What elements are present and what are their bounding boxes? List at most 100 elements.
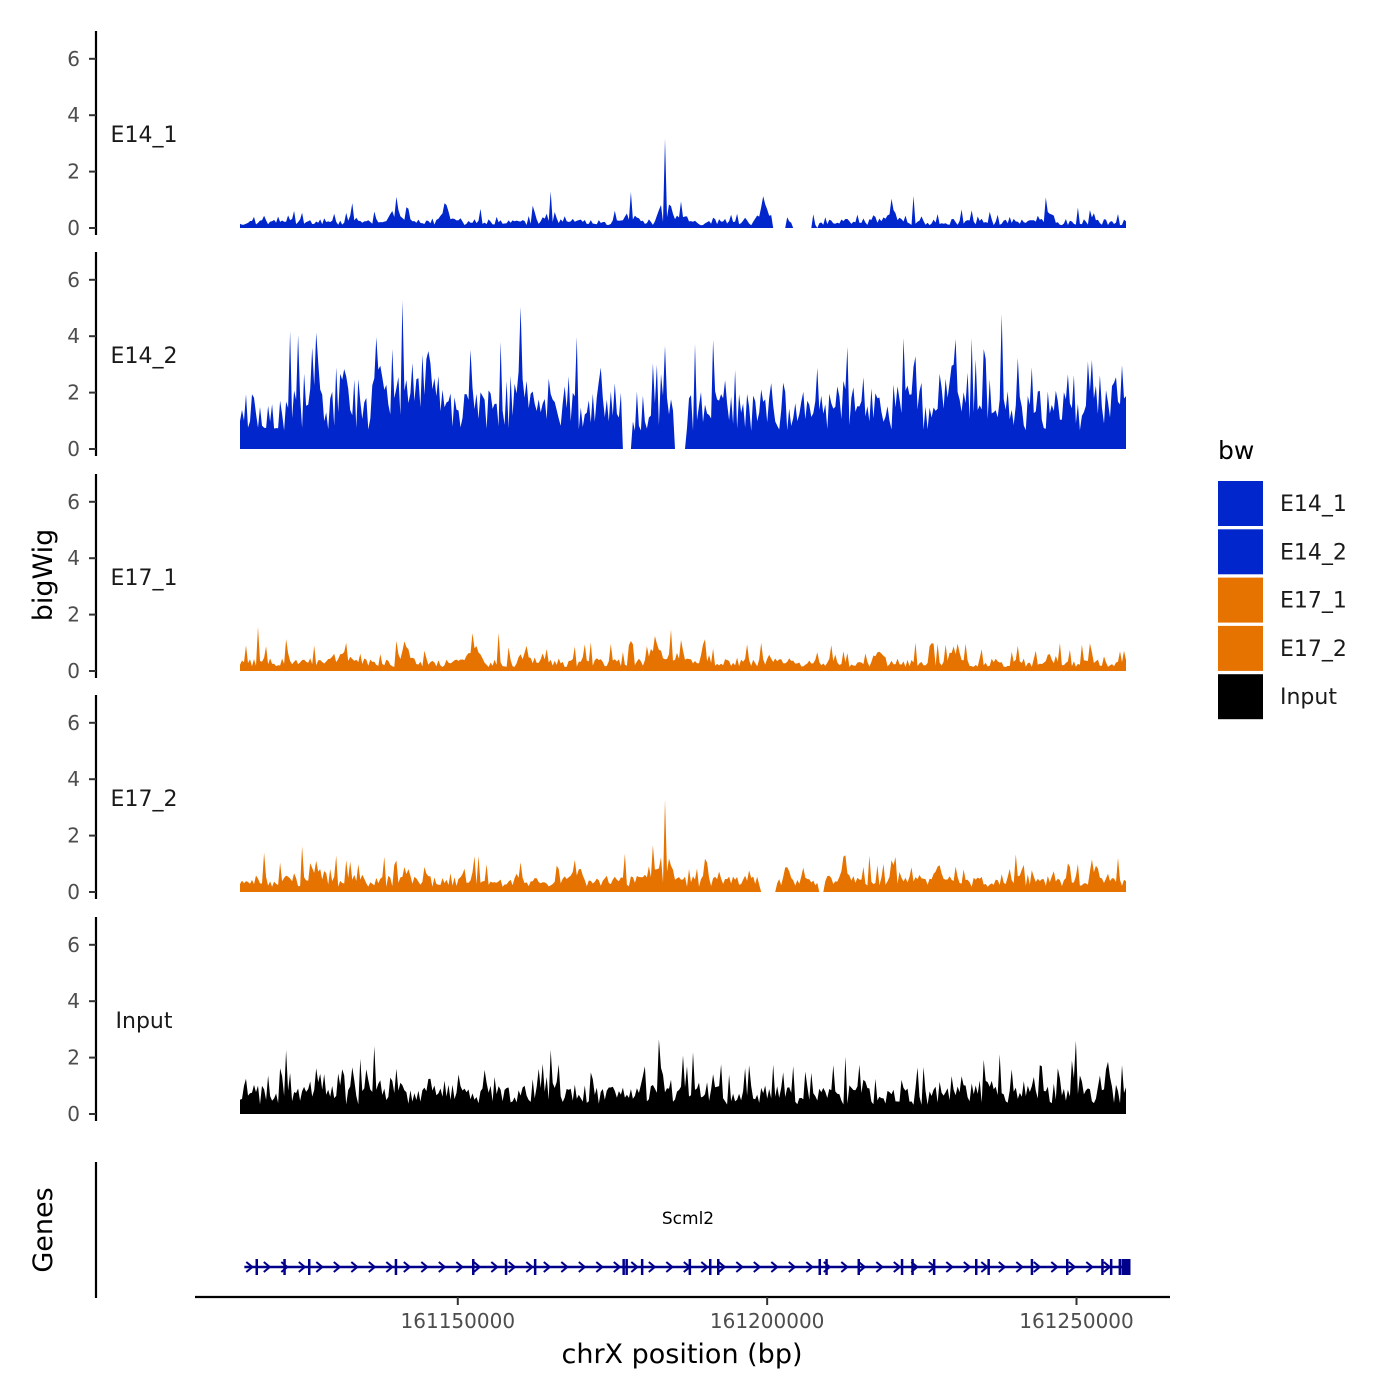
legend-title: bw xyxy=(1218,436,1254,465)
strand-arrow xyxy=(1085,1261,1094,1273)
y-tick-label: 0 xyxy=(67,437,80,461)
strand-arrow xyxy=(665,1261,674,1273)
exon xyxy=(932,1259,936,1275)
y-tick-label: 4 xyxy=(67,103,80,127)
y-tick-label: 4 xyxy=(67,546,80,570)
track-e17_1: 0 2 4 6 E17_1 xyxy=(67,474,1126,683)
coverage-area xyxy=(240,799,1126,892)
y-tick-label: 6 xyxy=(67,490,80,514)
exon xyxy=(688,1259,692,1275)
strand-arrow xyxy=(1050,1261,1059,1273)
strand-arrow xyxy=(1015,1261,1024,1273)
track-e17_2: 0 2 4 6 E17_2 xyxy=(67,695,1126,904)
strand-arrow xyxy=(473,1261,482,1273)
genes-axis-title: Genes xyxy=(28,1187,59,1272)
y-tick-label: 2 xyxy=(67,603,80,627)
legend-label: Input xyxy=(1280,685,1337,710)
strand-arrow xyxy=(350,1261,359,1273)
strand-arrow xyxy=(1068,1261,1077,1273)
strand-arrow xyxy=(788,1261,797,1273)
exon xyxy=(857,1259,860,1275)
strand-arrow xyxy=(980,1261,989,1273)
exon xyxy=(1030,1259,1034,1275)
y-tick-label: 0 xyxy=(67,880,80,904)
strand-arrow xyxy=(403,1261,412,1273)
y-tick-label: 2 xyxy=(67,381,80,405)
strand-arrow xyxy=(893,1261,902,1273)
legend-label: E17_1 xyxy=(1280,589,1347,614)
exon xyxy=(1101,1259,1104,1275)
strand-arrow xyxy=(630,1261,639,1273)
track-label: E17_1 xyxy=(111,566,178,591)
track-label: E17_2 xyxy=(111,787,178,812)
y-tick-label: 4 xyxy=(67,767,80,791)
exon xyxy=(818,1259,821,1275)
exon xyxy=(1109,1259,1113,1275)
legend-swatch xyxy=(1218,625,1263,671)
strand-arrow xyxy=(998,1261,1007,1273)
strand-arrow xyxy=(333,1261,342,1273)
gene-track: Scml2 xyxy=(94,1162,1131,1298)
strand-arrow xyxy=(770,1261,779,1273)
y-tick-label: 6 xyxy=(67,268,80,292)
coverage-area xyxy=(240,1039,1126,1114)
legend-label: E14_1 xyxy=(1280,492,1347,517)
strand-arrow xyxy=(245,1261,254,1273)
strand-arrow xyxy=(298,1261,307,1273)
exon xyxy=(1066,1259,1069,1275)
strand-arrow xyxy=(963,1261,972,1273)
exon xyxy=(709,1259,712,1275)
strand-arrow xyxy=(613,1261,622,1273)
strand-arrow xyxy=(263,1261,272,1273)
track-label: E14_1 xyxy=(111,123,178,148)
gene-label: Scml2 xyxy=(662,1209,714,1229)
exon xyxy=(1118,1259,1122,1275)
exon xyxy=(255,1259,258,1275)
legend-label: E17_2 xyxy=(1280,637,1347,662)
exon xyxy=(622,1259,625,1275)
exon xyxy=(472,1259,475,1275)
strand-arrow xyxy=(508,1261,517,1273)
track-e14_1: 0 2 4 6 E14_1 xyxy=(67,31,1126,240)
strand-arrow xyxy=(385,1261,394,1273)
strand-arrow xyxy=(455,1261,464,1273)
exon xyxy=(504,1259,508,1275)
y-tick-label: 0 xyxy=(67,659,80,683)
exon xyxy=(900,1259,904,1275)
y-tick-label: 2 xyxy=(67,1046,80,1070)
strand-arrow xyxy=(718,1261,727,1273)
y-tick-label: 4 xyxy=(67,989,80,1013)
legend-swatch xyxy=(1218,577,1263,623)
exon xyxy=(625,1259,628,1275)
strand-arrow xyxy=(648,1261,657,1273)
legend: bw E14_1 E14_2 E17_1 E17_2 Input xyxy=(1218,436,1347,720)
strand-arrow xyxy=(420,1261,429,1273)
y-tick-label: 6 xyxy=(67,711,80,735)
y-axis-title: bigWig xyxy=(28,529,59,622)
strand-arrow xyxy=(875,1261,884,1273)
exon xyxy=(640,1259,644,1275)
x-tick-label: 161200000 xyxy=(710,1309,825,1333)
y-tick-label: 6 xyxy=(67,47,80,71)
exon xyxy=(717,1259,720,1275)
strand-arrow xyxy=(438,1261,447,1273)
strand-arrow xyxy=(368,1261,377,1273)
y-tick-label: 0 xyxy=(67,216,80,240)
exon xyxy=(533,1259,537,1275)
strand-arrow xyxy=(560,1261,569,1273)
exon xyxy=(308,1259,311,1275)
exon xyxy=(1121,1259,1131,1275)
track-input: 0 2 4 6 Input xyxy=(67,917,1126,1126)
x-tick-label: 161250000 xyxy=(1019,1309,1134,1333)
y-tick-label: 6 xyxy=(67,933,80,957)
exon xyxy=(975,1259,978,1275)
y-tick-label: 2 xyxy=(67,824,80,848)
strand-arrow xyxy=(700,1261,709,1273)
exon xyxy=(283,1259,286,1275)
track-label: Input xyxy=(116,1009,173,1034)
strand-arrow xyxy=(753,1261,762,1273)
tracks-layer: 0 2 4 6 E14_1 0 2 4 6 E14_2 0 2 4 6 E17_1 0 2 4 6 E17_2 0 2 4 6… xyxy=(67,31,1126,1126)
strand-arrow xyxy=(595,1261,604,1273)
coverage-area xyxy=(240,300,1126,449)
